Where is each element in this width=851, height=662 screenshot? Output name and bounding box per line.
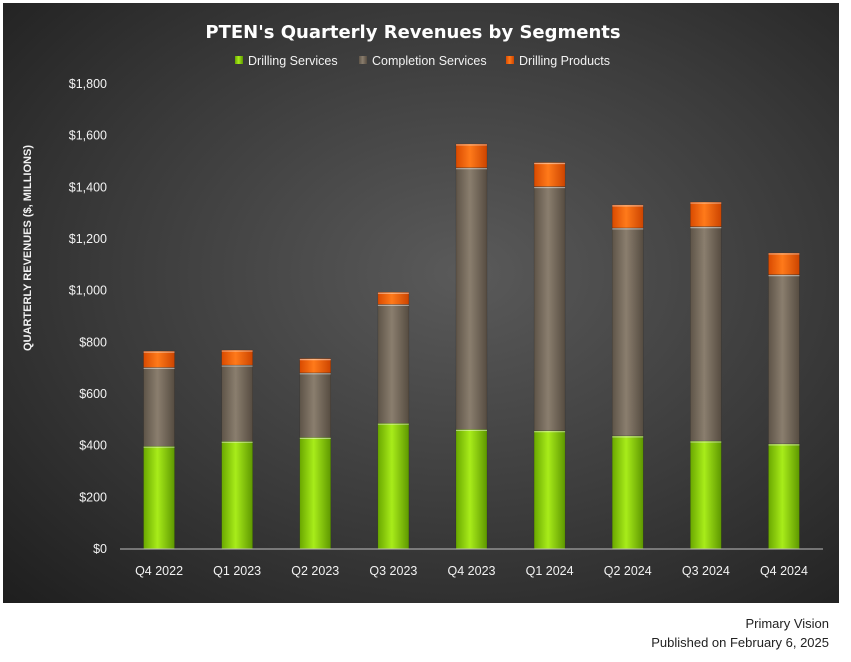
x-tick-label: Q4 2024 bbox=[760, 564, 808, 578]
legend-swatch-completion-services bbox=[359, 56, 367, 64]
chart-panel: PTEN's Quarterly Revenues by Segments Dr… bbox=[3, 3, 839, 603]
x-tick-label: Q1 2024 bbox=[526, 564, 574, 578]
x-tick-label: Q2 2024 bbox=[604, 564, 652, 578]
y-axis-ticks: $0 $200 $400 $600 $800 $1,000 $1,200 $1,400 $1,6… bbox=[69, 77, 107, 556]
y-axis-title: QUARTERLY REVENUES ($, MILLIONS) bbox=[22, 145, 34, 351]
bar-drilling-products bbox=[377, 291, 410, 305]
source-label: Primary Vision bbox=[745, 616, 829, 631]
y-tick-label: $1,200 bbox=[69, 232, 107, 246]
y-tick-label: $800 bbox=[79, 335, 107, 349]
x-tick-label: Q3 2024 bbox=[682, 564, 730, 578]
y-tick-label: $600 bbox=[79, 387, 107, 401]
bar-completion-services bbox=[768, 274, 800, 445]
chart-title: PTEN's Quarterly Revenues by Segments bbox=[205, 22, 620, 43]
bar-drilling-products bbox=[533, 162, 566, 187]
y-tick-label: $1,600 bbox=[69, 129, 107, 143]
bar-drilling-services bbox=[533, 430, 566, 550]
bar-completion-services bbox=[221, 364, 253, 442]
x-tick-label: Q1 2023 bbox=[213, 564, 261, 578]
x-tick-label: Q2 2023 bbox=[291, 564, 339, 578]
bar-drilling-products bbox=[455, 143, 488, 168]
legend-label-completion-services: Completion Services bbox=[372, 54, 487, 68]
y-tick-label: $1,400 bbox=[69, 180, 107, 194]
bar-drilling-products bbox=[299, 358, 332, 374]
bar-drilling-products bbox=[768, 252, 800, 275]
bar-drilling-services bbox=[143, 445, 175, 550]
bars bbox=[143, 143, 800, 550]
footer: Primary Vision Published on February 6, … bbox=[651, 614, 829, 652]
bar-drilling-products bbox=[221, 349, 253, 366]
bar-drilling-services bbox=[299, 437, 332, 550]
bar-drilling-services bbox=[611, 435, 644, 550]
x-axis-ticks: Q4 2022 Q1 2023 Q2 2023 Q3 2023 Q4 2023 Q1 20… bbox=[135, 564, 808, 578]
bar-completion-services bbox=[533, 186, 566, 431]
bar-drilling-services bbox=[377, 422, 410, 550]
bar-drilling-products bbox=[611, 204, 644, 229]
bar-drilling-services bbox=[768, 443, 800, 550]
y-tick-label: $0 bbox=[93, 542, 107, 556]
bar-completion-services bbox=[455, 167, 488, 430]
x-tick-label: Q4 2022 bbox=[135, 564, 183, 578]
bar-drilling-services bbox=[690, 440, 722, 550]
legend-label-drilling-products: Drilling Products bbox=[519, 54, 610, 68]
bar-drilling-services bbox=[221, 441, 253, 550]
bar-completion-services bbox=[611, 227, 644, 437]
bar-completion-services bbox=[690, 226, 722, 442]
bar-drilling-products bbox=[143, 350, 175, 368]
y-tick-label: $200 bbox=[79, 490, 107, 504]
bar-completion-services bbox=[299, 372, 332, 438]
legend-swatch-drilling-services bbox=[235, 56, 243, 64]
y-tick-label: $400 bbox=[79, 439, 107, 453]
x-tick-label: Q4 2023 bbox=[448, 564, 496, 578]
bar-completion-services bbox=[143, 367, 175, 447]
legend-label-drilling-services: Drilling Services bbox=[248, 54, 338, 68]
bar-drilling-products bbox=[690, 201, 722, 227]
stacked-bar-chart: PTEN's Quarterly Revenues by Segments Dr… bbox=[22, 22, 823, 578]
published-date: Published on February 6, 2025 bbox=[651, 635, 829, 650]
legend: Drilling Services Completion Services Dril… bbox=[235, 54, 610, 68]
bar-completion-services bbox=[377, 304, 410, 424]
y-tick-label: $1,800 bbox=[69, 77, 107, 91]
bar-drilling-services bbox=[455, 429, 488, 550]
y-tick-label: $1,000 bbox=[69, 284, 107, 298]
x-tick-label: Q3 2023 bbox=[369, 564, 417, 578]
legend-swatch-drilling-products bbox=[506, 56, 514, 64]
